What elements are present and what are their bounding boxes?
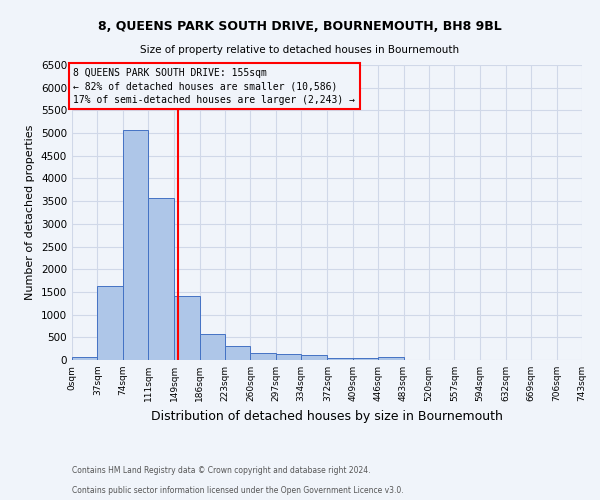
Bar: [276, 354, 301, 360]
Text: Size of property relative to detached houses in Bournemouth: Size of property relative to detached ho…: [140, 45, 460, 55]
Bar: [378, 358, 404, 360]
Bar: [250, 353, 276, 360]
Y-axis label: Number of detached properties: Number of detached properties: [25, 125, 35, 300]
Bar: [174, 296, 200, 360]
Bar: [200, 334, 225, 360]
Text: 8 QUEENS PARK SOUTH DRIVE: 155sqm
← 82% of detached houses are smaller (10,586)
: 8 QUEENS PARK SOUTH DRIVE: 155sqm ← 82% …: [73, 68, 355, 104]
Bar: [225, 346, 250, 360]
Bar: [123, 130, 148, 360]
Bar: [72, 356, 97, 360]
Bar: [97, 286, 123, 360]
X-axis label: Distribution of detached houses by size in Bournemouth: Distribution of detached houses by size …: [151, 410, 503, 422]
Bar: [328, 358, 353, 360]
Text: Contains public sector information licensed under the Open Government Licence v3: Contains public sector information licen…: [72, 486, 404, 495]
Text: 8, QUEENS PARK SOUTH DRIVE, BOURNEMOUTH, BH8 9BL: 8, QUEENS PARK SOUTH DRIVE, BOURNEMOUTH,…: [98, 20, 502, 33]
Bar: [353, 358, 378, 360]
Bar: [301, 356, 326, 360]
Bar: [148, 198, 173, 360]
Text: Contains HM Land Registry data © Crown copyright and database right 2024.: Contains HM Land Registry data © Crown c…: [72, 466, 371, 475]
